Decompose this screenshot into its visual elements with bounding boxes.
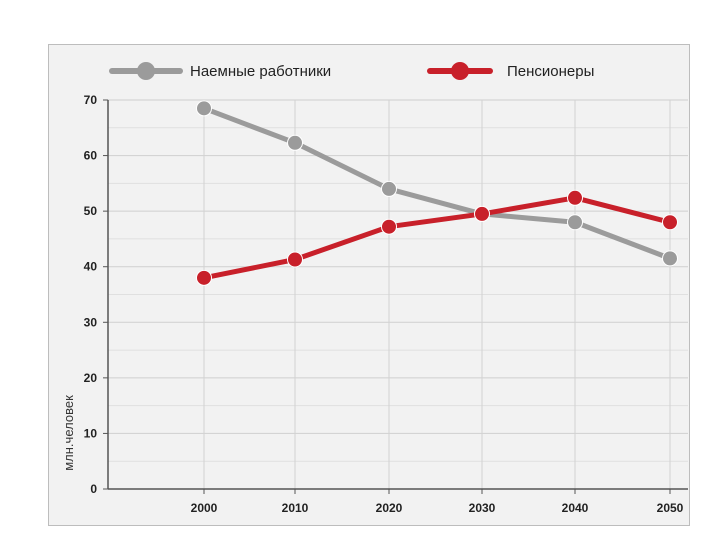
legend-marker-1: [137, 62, 155, 80]
data-point: [474, 205, 490, 222]
legend-marker-2: [451, 62, 469, 80]
y-tick-label: 60: [84, 149, 98, 163]
data-point: [287, 134, 303, 151]
legend-label-1: Наемные работники: [190, 63, 331, 80]
x-tick-label: 2010: [282, 501, 309, 515]
x-tick-label: 2020: [376, 501, 403, 515]
x-tick-label: 2040: [562, 501, 589, 515]
series-group: [196, 100, 678, 286]
x-tick-label: 2030: [469, 501, 496, 515]
x-tick-label: 2050: [657, 501, 684, 515]
x-tick-label: 2000: [191, 501, 218, 515]
series-line-2: [201, 195, 673, 281]
data-point: [567, 189, 583, 206]
y-tick-label: 10: [84, 426, 98, 440]
data-point: [196, 100, 212, 117]
data-point: [662, 250, 678, 267]
y-tick-label: 30: [84, 315, 98, 329]
data-point: [567, 214, 583, 231]
axes: [103, 99, 688, 494]
y-tick-label: 20: [84, 371, 98, 385]
data-point: [381, 180, 397, 197]
data-point: [196, 269, 212, 286]
y-axis-label: млн.человек: [61, 395, 76, 471]
legend: Наемные работники Пенсионеры: [109, 62, 594, 80]
x-tick-labels: 2000 2010 2020 2030 2040 2050: [191, 501, 684, 515]
data-point: [287, 251, 303, 268]
series-line-1: [201, 105, 673, 261]
data-point: [662, 214, 678, 231]
grid: [108, 99, 688, 489]
y-tick-label: 50: [84, 204, 98, 218]
legend-label-2: Пенсионеры: [507, 63, 594, 80]
y-tick-label: 0: [90, 482, 97, 496]
data-point: [381, 218, 397, 235]
y-tick-labels: 0 10 20 30 40 50 60 70: [84, 93, 98, 496]
chart-frame: [48, 44, 690, 526]
y-tick-label: 40: [84, 260, 98, 274]
y-tick-label: 70: [84, 93, 98, 107]
